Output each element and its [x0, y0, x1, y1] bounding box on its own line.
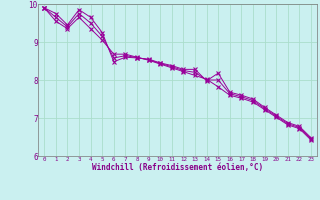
X-axis label: Windchill (Refroidissement éolien,°C): Windchill (Refroidissement éolien,°C) [92, 163, 263, 172]
